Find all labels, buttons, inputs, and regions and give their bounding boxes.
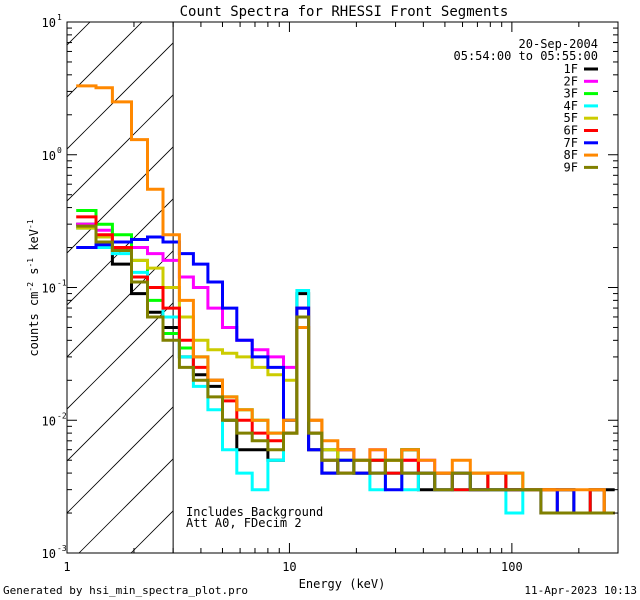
y-tick-label: 10: [42, 414, 56, 428]
legend-label-7F: 7F: [564, 136, 578, 150]
x-axis-label: Energy (keV): [299, 577, 386, 591]
y-tick-exponent: 0: [57, 146, 62, 155]
y-tick-exponent: -1: [57, 279, 67, 288]
y-tick-exponent: -2: [57, 411, 67, 420]
x-tick-label: 10: [282, 560, 296, 574]
hatch-line: [67, 250, 174, 358]
hatch-line: [67, 42, 174, 150]
y-tick-exponent: -3: [57, 544, 67, 553]
legend-label-1F: 1F: [564, 62, 578, 76]
x-tick-label: 1: [63, 560, 70, 574]
hatch-line: [78, 458, 174, 553]
hatch-line: [67, 354, 174, 462]
timestamp-text: 11-Apr-2023 10:13: [524, 584, 637, 597]
generated-by-text: Generated by hsi_min_spectra_plot.pro: [3, 584, 248, 597]
series-layer: [76, 84, 615, 515]
legend-label-8F: 8F: [564, 148, 578, 162]
y-axis-label: counts cm-2 s-1 keV-1: [26, 219, 41, 356]
y-tick-label: 10: [42, 547, 56, 561]
y-tick-exponent: 1: [57, 13, 62, 22]
background-note: Includes Background: [186, 505, 323, 519]
hatch-line: [67, 406, 174, 514]
legend-label-6F: 6F: [564, 124, 578, 138]
legend-label-2F: 2F: [564, 74, 578, 88]
series-line-9F: [76, 224, 615, 515]
date-label: 20-Sep-2004: [519, 37, 598, 51]
legend-label-3F: 3F: [564, 87, 578, 101]
legend-label-9F: 9F: [564, 160, 578, 174]
y-tick-label: 10: [42, 282, 56, 296]
y-tick-label: 10: [42, 149, 56, 163]
hatch-line: [67, 198, 174, 306]
attenuator-note: Att A0, FDecim 2: [186, 516, 302, 530]
legend-label-5F: 5F: [564, 111, 578, 125]
time-range-label: 05:54:00 to 05:55:00: [454, 49, 599, 63]
series-line-8F: [76, 84, 615, 515]
y-tick-label: 10: [42, 16, 56, 30]
x-tick-label: 100: [501, 560, 523, 574]
chart-title: Count Spectra for RHESSI Front Segments: [180, 4, 509, 20]
legend-label-4F: 4F: [564, 99, 578, 113]
